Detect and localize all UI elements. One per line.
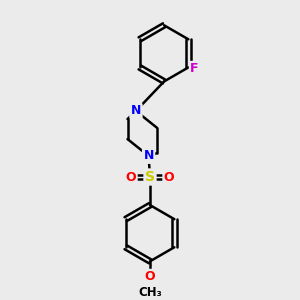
Text: O: O: [126, 170, 136, 184]
Text: O: O: [145, 270, 155, 283]
Text: O: O: [164, 170, 174, 184]
Text: CH₃: CH₃: [138, 286, 162, 299]
Text: N: N: [131, 104, 141, 118]
Text: F: F: [190, 62, 199, 75]
Text: N: N: [143, 149, 154, 162]
Text: S: S: [145, 170, 155, 184]
